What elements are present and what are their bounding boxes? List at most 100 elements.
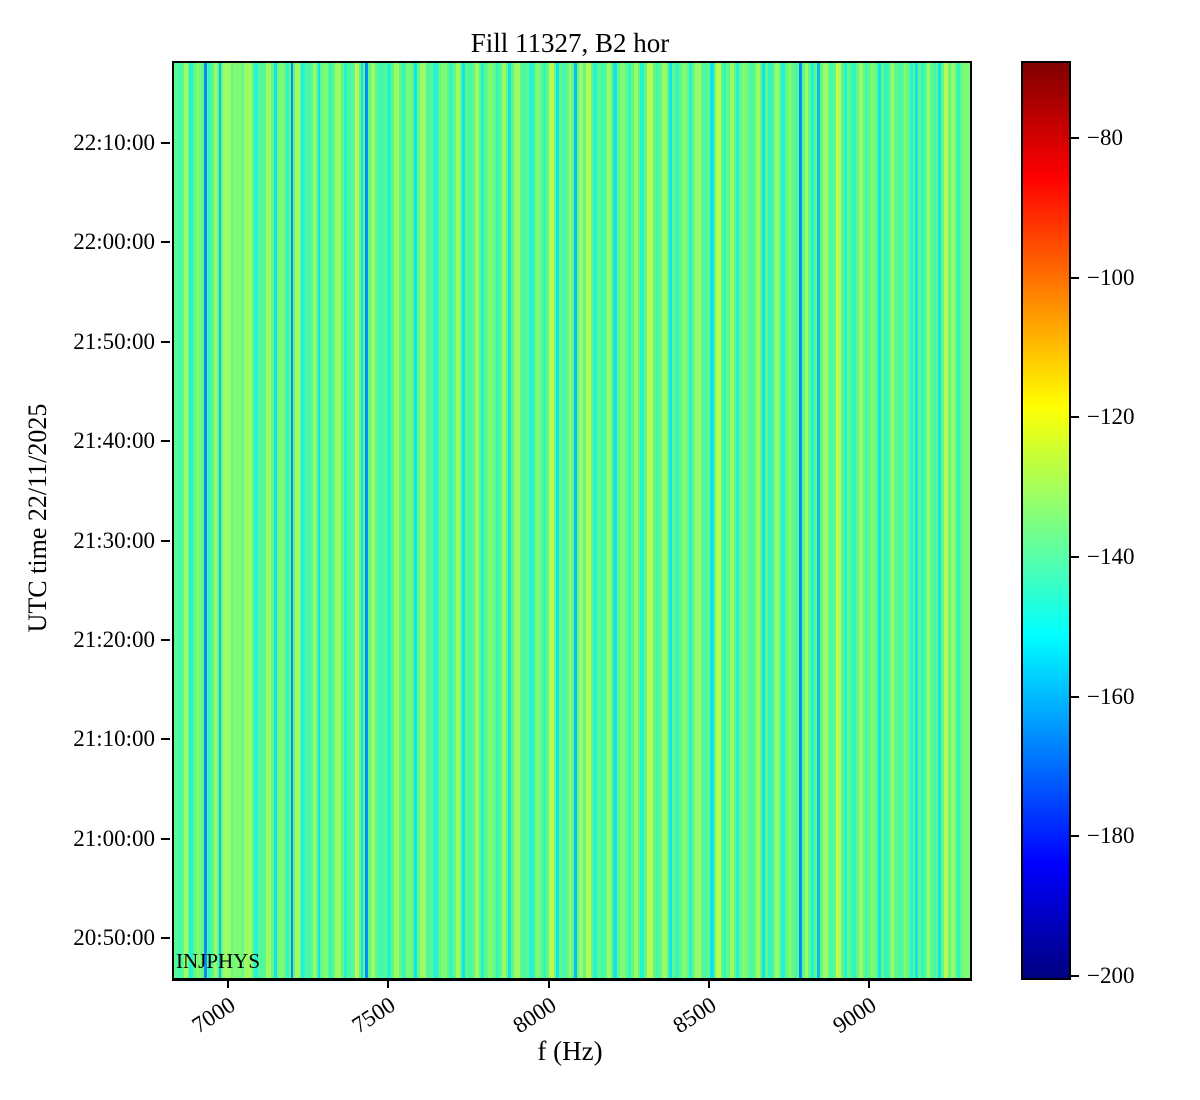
colorbar <box>1021 61 1071 980</box>
spectrum-stripe <box>689 63 693 978</box>
spectrum-stripe <box>223 63 231 978</box>
y-tick-label: 21:50:00 <box>73 328 155 354</box>
spectrum-stripe <box>585 63 592 978</box>
spectrum-stripe <box>661 63 667 978</box>
colorbar-tick-mark <box>1071 416 1079 419</box>
spectrum-stripe <box>798 63 803 978</box>
spectrum-stripe <box>355 63 359 978</box>
spectrum-stripe <box>877 63 881 978</box>
colorbar-tick-label: −100 <box>1087 264 1135 290</box>
spectrum-stripe <box>884 63 889 978</box>
spectrum-stripe <box>749 63 753 978</box>
spectrum-stripe <box>897 63 902 978</box>
x-tick-label: 7500 <box>347 992 400 1039</box>
spectrum-stripe <box>177 63 182 978</box>
spectrum-stripe <box>419 63 426 978</box>
spectrum-stripe <box>407 63 412 978</box>
x-tick-mark <box>707 979 710 988</box>
colorbar-tick-mark <box>1071 975 1079 977</box>
spectrum-stripe <box>723 63 727 978</box>
x-tick-mark <box>227 979 229 988</box>
spectrum-stripe <box>306 63 311 978</box>
spectrum-stripe <box>593 63 597 978</box>
x-tick-label: 8500 <box>668 992 721 1039</box>
spectrum-stripe <box>365 63 368 978</box>
y-tick-mark <box>161 340 170 343</box>
spectrum-stripe <box>501 63 506 978</box>
spectrum-stripe <box>377 63 385 978</box>
spectrum-stripe <box>634 63 639 978</box>
spectrum-stripe <box>794 63 798 978</box>
spectrum-stripe <box>695 63 701 978</box>
spectrum-stripe <box>932 63 936 978</box>
spectrum-stripe <box>655 63 659 978</box>
x-tick-label: 8000 <box>507 992 561 1039</box>
spectrum-stripe <box>755 63 760 978</box>
y-tick-label: 22:10:00 <box>73 130 155 155</box>
spectrum-stripe <box>850 63 857 978</box>
spectrum-stripe <box>370 63 376 978</box>
spectrum-stripe <box>349 63 354 978</box>
spectrogram-canvas <box>174 63 970 978</box>
y-tick-mark <box>161 937 170 940</box>
spectrum-stripe <box>294 63 300 978</box>
spectrum-stripe <box>286 63 290 978</box>
spectrum-stripe <box>579 63 584 978</box>
spectrum-stripe <box>599 63 605 978</box>
colorbar-tick-label: −140 <box>1087 543 1135 569</box>
spectrum-stripe <box>474 63 479 978</box>
x-axis-label: f (Hz) <box>537 1036 603 1066</box>
spectrum-stripe <box>481 63 485 978</box>
spectrum-stripe <box>669 63 673 978</box>
colorbar-tick-mark <box>1071 555 1079 558</box>
spectrum-stripe <box>529 63 534 978</box>
spectrum-stripe <box>607 63 611 978</box>
spectrum-stripe <box>455 63 460 978</box>
colorbar-tick-label: −80 <box>1087 124 1123 150</box>
spectrum-stripe <box>950 63 955 978</box>
spectrum-stripe <box>735 63 740 978</box>
y-tick-label: 21:00:00 <box>73 825 155 851</box>
spectrum-stripe <box>858 63 863 978</box>
chart-title: Fill 11327, B2 hor <box>470 28 670 58</box>
spectrum-stripe <box>183 63 188 978</box>
colorbar-tick-label: −200 <box>1087 963 1135 988</box>
spectrum-stripe <box>427 63 431 978</box>
colorbar-tick-mark <box>1071 276 1079 279</box>
spectrum-stripe <box>508 63 511 978</box>
x-tick-label: 7000 <box>187 992 240 1039</box>
spectrum-stripe <box>903 63 908 978</box>
spectrum-stripe <box>836 63 842 978</box>
spectrum-stripe <box>208 63 212 978</box>
spectrum-stripe <box>805 63 809 978</box>
spectrum-stripe <box>265 63 272 978</box>
spectrum-stripe <box>487 63 494 978</box>
heatmap-plot-area <box>172 61 972 981</box>
spectrum-stripe <box>196 63 202 978</box>
spectrum-stripe <box>259 63 264 978</box>
x-tick-mark <box>868 979 870 988</box>
spectrum-stripe <box>203 63 207 978</box>
spectrum-stripe <box>957 63 961 978</box>
spectrum-stripe <box>910 63 914 978</box>
y-tick-label: 21:10:00 <box>73 726 155 752</box>
spectrum-stripe <box>817 63 821 978</box>
spectrum-stripe <box>781 63 785 978</box>
y-tick-label: 22:00:00 <box>73 229 155 255</box>
spectrum-stripe <box>413 63 417 978</box>
y-tick-mark <box>161 440 170 443</box>
spectrum-stripe <box>542 63 546 978</box>
spectrum-stripe <box>273 63 277 978</box>
spectrum-stripe <box>871 63 876 978</box>
spectrum-stripe <box>312 63 317 978</box>
spectrum-stripe <box>822 63 828 978</box>
spectrum-stripe <box>189 63 194 978</box>
spectrum-stripe <box>440 63 448 978</box>
spectrum-stripe <box>640 63 644 978</box>
spectrum-stripe <box>513 63 521 978</box>
spectrum-stripe <box>467 63 473 978</box>
colorbar-tick-label: −180 <box>1087 823 1135 849</box>
colorbar-tick-mark <box>1071 136 1079 139</box>
spectrum-stripe <box>709 63 714 978</box>
spectrum-stripe <box>681 63 687 978</box>
